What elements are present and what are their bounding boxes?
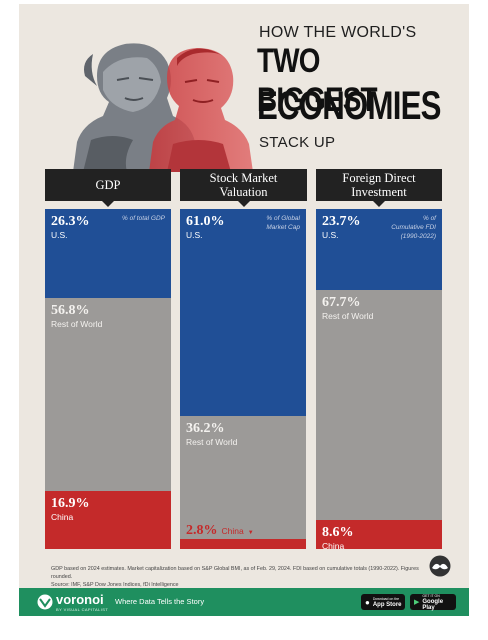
google-play-label: Google Play (422, 599, 444, 611)
segment-name-label: China (221, 526, 244, 536)
panel-header-fdi: Foreign Direct Investment (316, 169, 442, 207)
bar-segment-us: 23.7% U.S. % of Cumulative FDI (1990-2022) (316, 209, 442, 290)
title-line-4: STACK UP (259, 134, 336, 151)
voronoi-logo-icon (37, 594, 53, 610)
segment-name-label: Rest of World (186, 437, 238, 447)
bar-segment-rest-of-world: 67.7% Rest of World (316, 290, 442, 520)
segment-name-label: U.S. (322, 230, 339, 240)
title-line-1: HOW THE WORLD'S (259, 24, 417, 41)
segment-name-label: China (51, 512, 74, 522)
google-play-button[interactable]: ▶ GET IT ON Google Play (410, 594, 456, 611)
segment-name-label: China (322, 541, 345, 549)
infographic-card: HOW THE WORLD'S TWO BIGGEST ECONOMIES ST… (19, 4, 469, 616)
segment-value-label: 8.6% (322, 525, 354, 540)
segment-name-label: U.S. (51, 230, 68, 240)
segment-name-label: Rest of World (51, 319, 103, 329)
segment-value-label: 16.9% (51, 496, 90, 511)
panel-header-gdp: GDP (45, 169, 171, 207)
bar-segment-china: 8.6% China (316, 520, 442, 549)
title-line-2: TWO BIGGEST (257, 42, 378, 119)
brand-name[interactable]: voronoi (56, 592, 104, 607)
down-arrow-icon (373, 201, 385, 207)
segment-note: % of total GDP (122, 215, 165, 222)
segment-value-label: 26.3% (51, 214, 90, 229)
panel-header-label: Foreign Direct Investment (342, 171, 416, 199)
footnote-source: Source: IMF, S&P Dow Jones Indices, fDi … (51, 582, 179, 588)
tagline: Where Data Tells the Story (115, 597, 205, 606)
segment-value-label: 67.7% (322, 295, 361, 310)
footer-bar: voronoi BY VISUAL CAPITALIST Where Data … (19, 588, 469, 616)
segment-name-label: U.S. (186, 230, 203, 240)
segment-value-label: 2.8% (186, 523, 218, 538)
google-play-small-label: GET IT ON (422, 594, 440, 598)
segment-note: % of Global Market Cap (266, 215, 300, 231)
down-arrow-icon (102, 201, 114, 207)
app-store-label: App Store (372, 602, 402, 608)
down-triangle-icon: ▼ (247, 530, 254, 536)
brand-subtitle: BY VISUAL CAPITALIST (56, 607, 109, 612)
panel-header-stock-market: Stock Market Valuation (180, 169, 307, 207)
panel-header-label: GDP (95, 178, 121, 192)
title-line-3: ECONOMIES (257, 84, 441, 128)
segment-note: % of Cumulative FDI (1990-2022) (391, 215, 436, 240)
app-store-small-label: Download on the (372, 597, 400, 601)
bar-segment-rest-of-world: 56.8% Rest of World (45, 298, 171, 491)
segment-value-label: 36.2% (186, 421, 225, 436)
leaders-portrait-illustration (73, 43, 253, 172)
play-icon: ▶ (414, 599, 420, 606)
segment-value-label: 23.7% (322, 214, 361, 229)
bar-segment-china (180, 539, 306, 549)
app-store-button[interactable]: ● Download on the App Store (361, 594, 405, 610)
down-arrow-icon (237, 201, 250, 207)
bar-segment-rest-of-world: 36.2% Rest of World (180, 416, 306, 539)
segment-name-label: Rest of World (322, 311, 374, 321)
bar-segment-us: 26.3% U.S. % of total GDP (45, 209, 171, 298)
visual-capitalist-logo-icon (429, 555, 451, 577)
footnote: GDP based on 2024 estimates. Market capi… (51, 565, 441, 589)
footnote-notes: GDP based on 2024 estimates. Market capi… (51, 566, 419, 580)
bar-segment-us: 61.0% U.S. % of Global Market Cap (180, 209, 306, 416)
segment-value-label: 56.8% (51, 303, 90, 318)
apple-icon: ● (365, 597, 370, 607)
segment-value-label: 61.0% (186, 214, 225, 229)
panel-header-label: Stock Market Valuation (209, 171, 278, 199)
bar-segment-china: 16.9% China (45, 491, 171, 549)
